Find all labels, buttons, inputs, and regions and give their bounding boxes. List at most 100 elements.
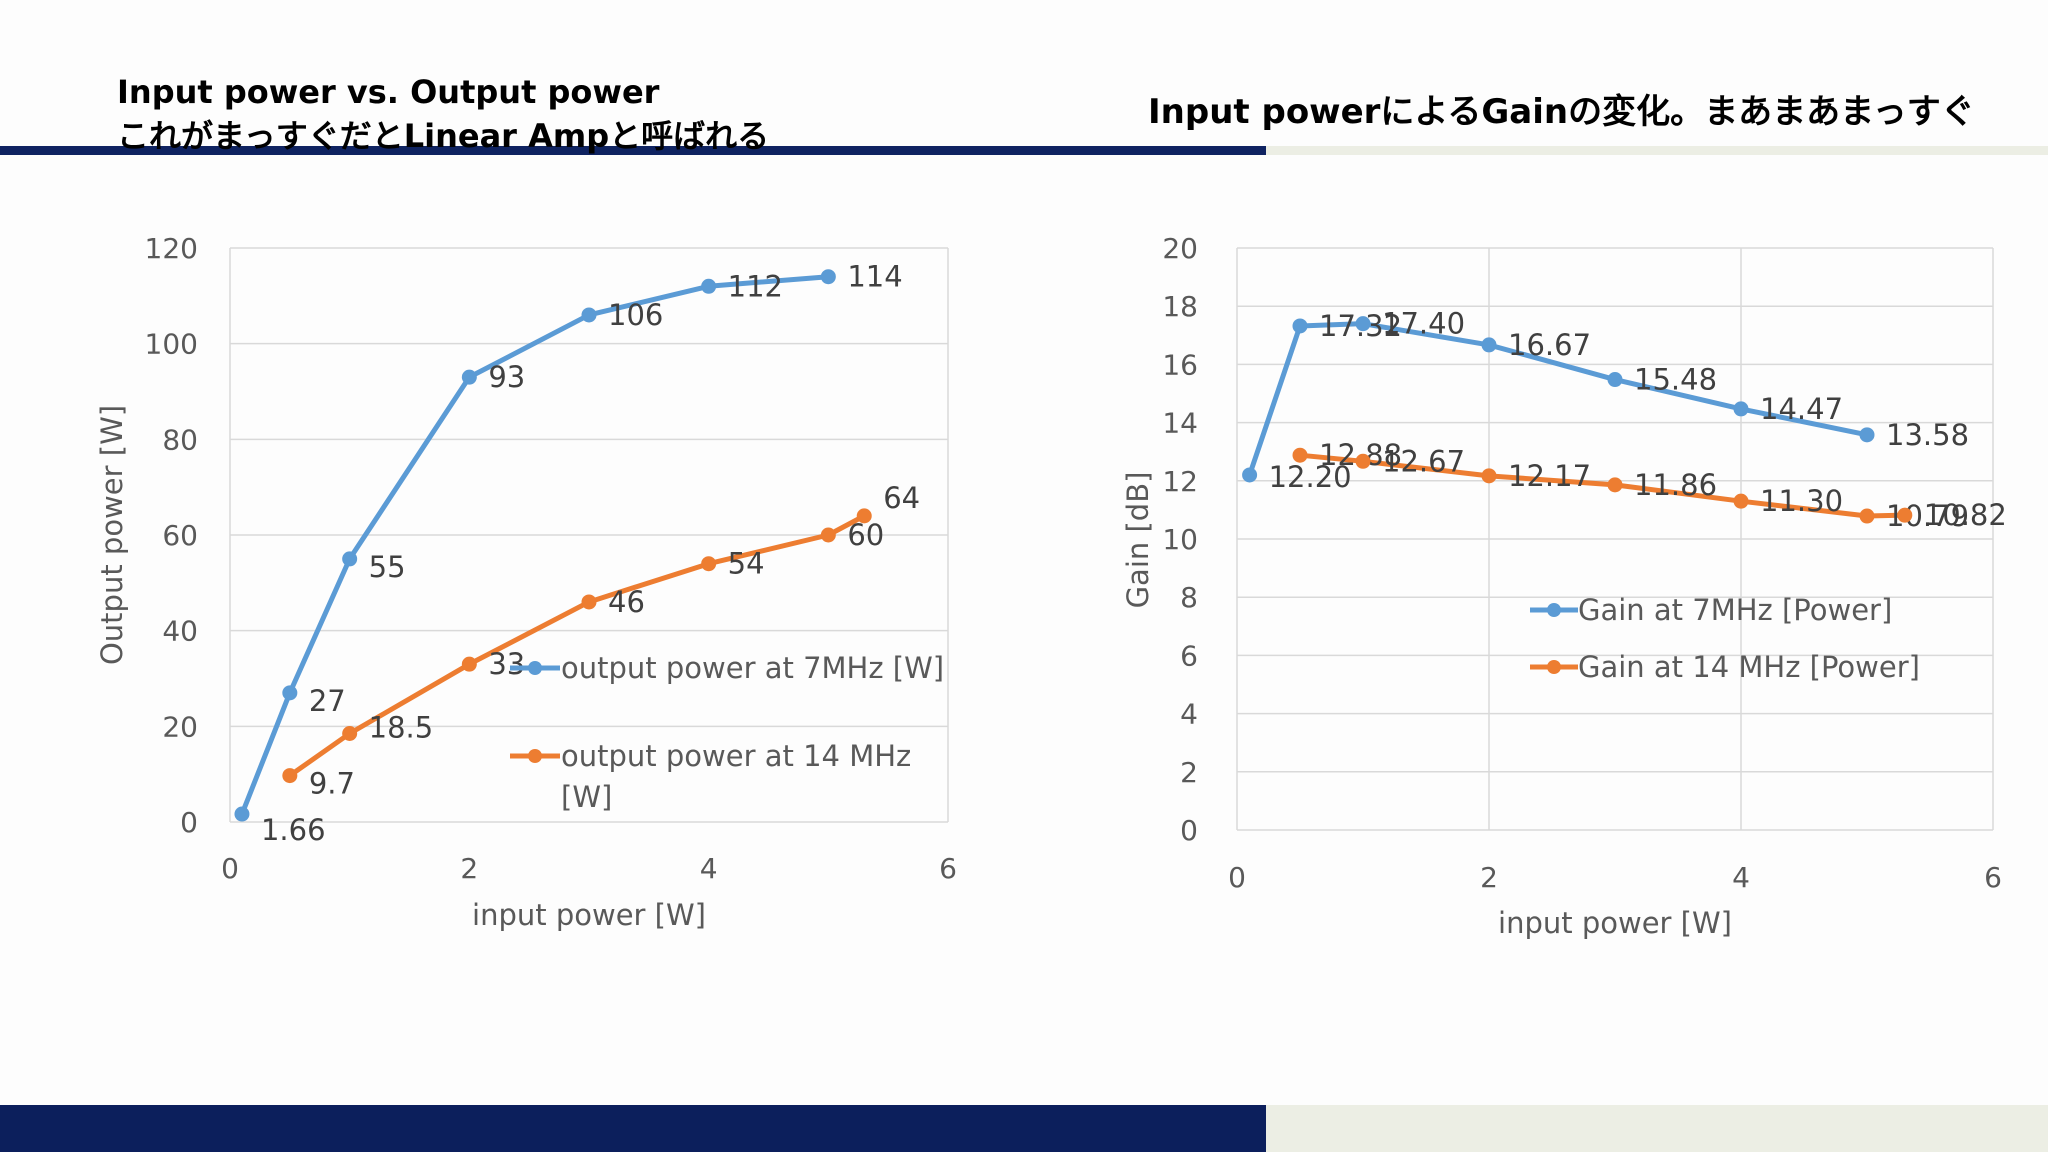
- footer-band-beige: [1266, 1105, 2048, 1152]
- data-point: [1897, 507, 1913, 523]
- data-point: [1733, 401, 1749, 417]
- data-label: 55: [369, 550, 406, 584]
- data-point: [1292, 318, 1308, 334]
- data-point: [282, 768, 298, 784]
- x-axis-title: input power [W]: [1498, 906, 1732, 940]
- header-band-beige: [1266, 146, 2048, 155]
- data-label: 11.30: [1760, 484, 1843, 518]
- legend-label: Gain at 7MHz [Power]: [1578, 593, 1892, 627]
- data-label: 60: [847, 518, 884, 552]
- data-label: 15.48: [1634, 363, 1717, 397]
- data-point: [1355, 453, 1371, 469]
- data-label: 1.66: [261, 813, 326, 847]
- data-point: [701, 556, 717, 572]
- legend-swatch-marker: [528, 749, 542, 763]
- data-label: 112: [728, 269, 783, 303]
- data-label: 46: [608, 585, 645, 619]
- data-label: 12.67: [1382, 444, 1465, 478]
- y-tick-label: 18: [1162, 290, 1198, 323]
- data-point: [342, 551, 358, 567]
- x-tick-label: 4: [700, 852, 718, 885]
- data-point: [1607, 372, 1623, 388]
- y-tick-label: 40: [162, 615, 198, 648]
- data-point: [461, 369, 477, 385]
- legend-label: output power at 7MHz [W]: [561, 651, 944, 685]
- legend-swatch-marker: [1547, 603, 1561, 617]
- data-point: [1242, 467, 1258, 483]
- data-point: [1859, 427, 1875, 443]
- left-chart-heading-line1: Input power vs. Output power: [117, 73, 660, 111]
- x-tick-label: 0: [221, 852, 239, 885]
- data-label: 16.67: [1508, 328, 1591, 362]
- x-tick-label: 2: [1480, 861, 1498, 894]
- y-tick-label: 60: [162, 519, 198, 552]
- y-axis-title: Output power [W]: [95, 405, 129, 665]
- y-tick-label: 6: [1180, 639, 1198, 672]
- data-point: [820, 527, 836, 543]
- data-point: [1355, 316, 1371, 332]
- data-point: [701, 278, 717, 294]
- data-label: 9.7: [309, 767, 355, 801]
- data-point: [234, 806, 250, 822]
- data-point: [1607, 477, 1623, 493]
- data-point: [282, 685, 298, 701]
- data-label: 13.58: [1886, 418, 1969, 452]
- data-label: 93: [488, 360, 525, 394]
- data-label: 10.82: [1924, 498, 2007, 532]
- right-chart-heading: Input powerによるGainの変化。まあまあまっすぐ: [1148, 92, 1975, 132]
- data-label: 14.47: [1760, 392, 1843, 426]
- left-chart-heading: Input power vs. Output power これがまっすぐだとLi…: [117, 70, 769, 158]
- data-point: [1481, 468, 1497, 484]
- header-band-navy: [0, 146, 1266, 155]
- data-point: [461, 656, 477, 672]
- y-tick-label: 100: [145, 328, 198, 361]
- y-tick-label: 10: [1162, 523, 1198, 556]
- series-line-blue: [239, 274, 829, 815]
- data-point: [1733, 493, 1749, 509]
- data-point: [820, 269, 836, 285]
- y-tick-label: 0: [180, 806, 198, 839]
- left-chart-heading-line2: これがまっすぐだとLinear Ampと呼ばれる: [117, 117, 770, 155]
- data-label: 18.5: [369, 711, 434, 745]
- y-tick-label: 0: [1180, 814, 1198, 847]
- y-tick-label: 20: [162, 710, 198, 743]
- data-label: 114: [847, 260, 902, 294]
- data-point: [1481, 337, 1497, 353]
- data-point: [1859, 508, 1875, 524]
- data-label: 12.20: [1269, 460, 1352, 494]
- y-tick-label: 2: [1180, 756, 1198, 789]
- data-point: [1292, 447, 1308, 463]
- y-tick-label: 14: [1162, 407, 1198, 440]
- x-tick-label: 6: [939, 852, 957, 885]
- data-point: [581, 307, 597, 323]
- y-tick-label: 4: [1180, 698, 1198, 731]
- x-tick-label: 0: [1228, 861, 1246, 894]
- legend-label: output power at 14 MHz [W]: [561, 739, 911, 814]
- data-label: 33: [488, 647, 525, 681]
- y-tick-label: 12: [1162, 465, 1198, 498]
- data-label: 11.86: [1634, 468, 1717, 502]
- data-point: [342, 726, 358, 742]
- data-label: 12.17: [1508, 459, 1591, 493]
- x-tick-label: 4: [1732, 861, 1750, 894]
- data-label: 27: [309, 684, 346, 718]
- data-label: 106: [608, 298, 663, 332]
- y-tick-label: 8: [1180, 581, 1198, 614]
- data-label: 17.40: [1382, 307, 1465, 341]
- gain-chart: 0 2 4 6 8 10 12 14 16 18 20 0 2 4 6 input power [W] Gain…: [1121, 232, 2007, 940]
- data-label: 64: [883, 481, 920, 515]
- x-tick-label: 2: [460, 852, 478, 885]
- y-tick-label: 16: [1162, 348, 1198, 381]
- x-axis-title: input power [W]: [472, 898, 706, 932]
- legend-swatch-marker: [528, 661, 542, 675]
- y-tick-label: 20: [1162, 232, 1198, 265]
- data-point: [856, 508, 872, 524]
- data-point: [581, 594, 597, 610]
- y-tick-label: 80: [162, 423, 198, 456]
- legend-label: Gain at 14 MHz [Power]: [1578, 650, 1920, 684]
- data-label: 54: [728, 547, 765, 581]
- x-tick-label: 6: [1984, 861, 2002, 894]
- footer-band-navy: [0, 1105, 1266, 1152]
